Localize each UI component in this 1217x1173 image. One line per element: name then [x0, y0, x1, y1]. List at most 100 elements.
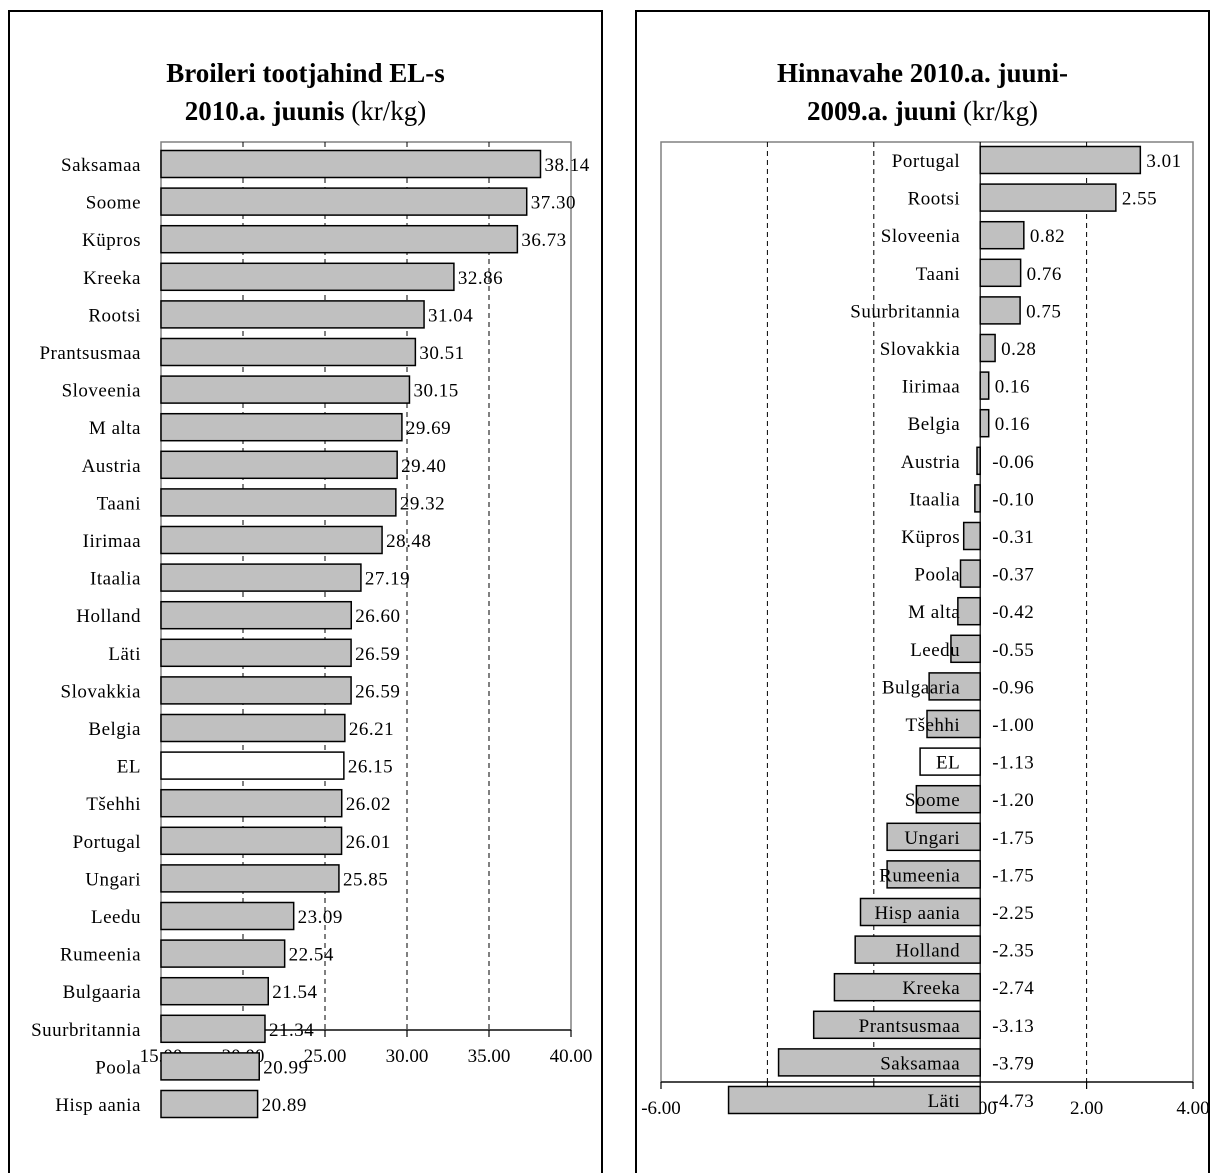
right-value-label: -0.55	[992, 640, 1034, 661]
right-category-label: Leedu	[910, 640, 960, 661]
left-bar	[160, 412, 403, 442]
right-value-label: -0.42	[992, 602, 1034, 623]
right-bar	[886, 860, 981, 889]
right-category-label: Belgia	[908, 414, 961, 435]
right-value-label: -4.73	[992, 1091, 1034, 1112]
left-category-label: Kreeka	[83, 268, 141, 289]
right-x-tick-label: 2.00	[1070, 1098, 1103, 1119]
right-value-label: 3.01	[1146, 151, 1181, 172]
left-x-tick-label: 35.00	[468, 1046, 511, 1067]
right-category-label: Iirimaa	[902, 377, 960, 398]
left-category-label: Portugal	[73, 832, 141, 853]
left-title-unit: (kr/kg)	[351, 96, 427, 126]
left-bar	[160, 187, 528, 216]
right-category-label: Ungari	[904, 828, 960, 849]
left-category-label: Soome	[86, 193, 141, 214]
left-bar	[160, 713, 346, 743]
right-bar	[979, 220, 1025, 250]
left-bar	[160, 638, 352, 668]
left-category-label: Suurbritannia	[31, 1020, 141, 1041]
right-value-label: -2.25	[992, 903, 1034, 924]
left-category-label: Tšehhi	[86, 794, 141, 815]
left-bar	[160, 262, 455, 292]
left-category-label: Holland	[76, 606, 141, 627]
right-category-label: Bulgaaria	[882, 677, 960, 698]
right-bar	[854, 935, 981, 964]
left-category-label: Slovakkia	[61, 681, 142, 702]
right-x-tick-label: -6.00	[641, 1098, 681, 1119]
left-value-label: 26.21	[349, 719, 394, 740]
left-category-label: Bulgaaria	[63, 982, 141, 1003]
right-bar	[979, 333, 996, 363]
right-x-tick-label: 4.00	[1176, 1098, 1209, 1119]
right-bar	[979, 258, 1022, 288]
left-value-label: 21.34	[269, 1020, 314, 1041]
right-value-label: -1.00	[992, 715, 1034, 736]
right-category-label: Taani	[916, 264, 960, 285]
left-bar	[160, 563, 362, 592]
right-value-label: -0.37	[992, 565, 1034, 586]
right-category-label: Rumeenia	[879, 865, 960, 886]
left-value-label: 30.51	[419, 343, 464, 364]
right-bar	[979, 296, 1021, 325]
left-category-label: Poola	[95, 1057, 141, 1078]
left-value-label: 31.04	[428, 305, 473, 326]
left-value-label: 20.89	[262, 1095, 307, 1116]
right-bar	[777, 1048, 981, 1077]
left-category-label: Leedu	[91, 907, 141, 928]
right-bar	[979, 371, 990, 400]
left-value-label: 32.86	[458, 268, 503, 289]
right-bar	[886, 822, 981, 852]
right-value-label: 0.76	[1027, 264, 1062, 285]
left-category-label: Ungari	[85, 869, 141, 890]
right-bar	[727, 1085, 981, 1115]
right-chart-title: Hinnavahe 2010.a. juuni- 2009.a. juuni (…	[637, 54, 1208, 130]
left-value-label: 20.99	[263, 1057, 308, 1078]
left-title-line2: 2010.a. juunis	[184, 96, 345, 126]
right-value-label: 0.75	[1026, 301, 1061, 322]
right-category-label: Soome	[905, 790, 960, 811]
right-bar	[928, 672, 981, 701]
right-value-label: 0.16	[995, 414, 1030, 435]
left-bar	[160, 149, 542, 179]
right-value-label: -0.31	[992, 527, 1034, 548]
right-category-label: Rootsi	[908, 189, 961, 210]
left-category-label: Taani	[97, 493, 141, 514]
left-bar	[160, 976, 270, 1006]
right-category-label: Küpros	[901, 527, 960, 548]
right-bar	[979, 183, 1117, 212]
right-bar	[915, 784, 981, 814]
right-category-label: Suurbritannia	[850, 301, 960, 322]
right-category-label: Kreeka	[902, 978, 960, 999]
right-value-label: -3.13	[992, 1016, 1034, 1037]
right-category-label: Itaalia	[909, 489, 960, 510]
left-bar	[160, 826, 343, 856]
right-category-label: Holland	[895, 941, 960, 962]
right-category-label: EL	[936, 753, 960, 774]
right-bar	[959, 559, 981, 588]
right-bar	[979, 145, 1142, 175]
left-bar	[160, 600, 352, 630]
right-category-label: Slovakkia	[880, 339, 961, 360]
left-bar	[160, 224, 519, 254]
right-value-label: -2.74	[992, 978, 1034, 999]
right-category-label: Sloveenia	[881, 226, 960, 247]
left-category-label: Läti	[108, 644, 141, 665]
left-x-tick-label: 40.00	[550, 1046, 593, 1067]
left-category-label: Iirimaa	[83, 531, 141, 552]
left-value-label: 26.15	[348, 757, 393, 778]
right-value-label: 2.55	[1122, 189, 1157, 210]
left-value-label: 25.85	[343, 869, 388, 890]
left-category-label: M alta	[89, 418, 141, 439]
left-category-label: Prantsusmaa	[39, 343, 141, 364]
left-value-label: 29.32	[400, 493, 445, 514]
left-x-tick-label: 25.00	[304, 1046, 347, 1067]
left-category-label: Belgia	[88, 719, 141, 740]
left-value-label: 26.01	[346, 832, 391, 853]
right-value-label: 0.28	[1001, 339, 1036, 360]
right-category-label: Poola	[914, 565, 960, 586]
right-category-label: Prantsusmaa	[859, 1016, 961, 1037]
right-value-label: -1.75	[992, 828, 1034, 849]
right-value-label: -0.06	[992, 452, 1034, 473]
left-value-label: 23.09	[298, 907, 343, 928]
